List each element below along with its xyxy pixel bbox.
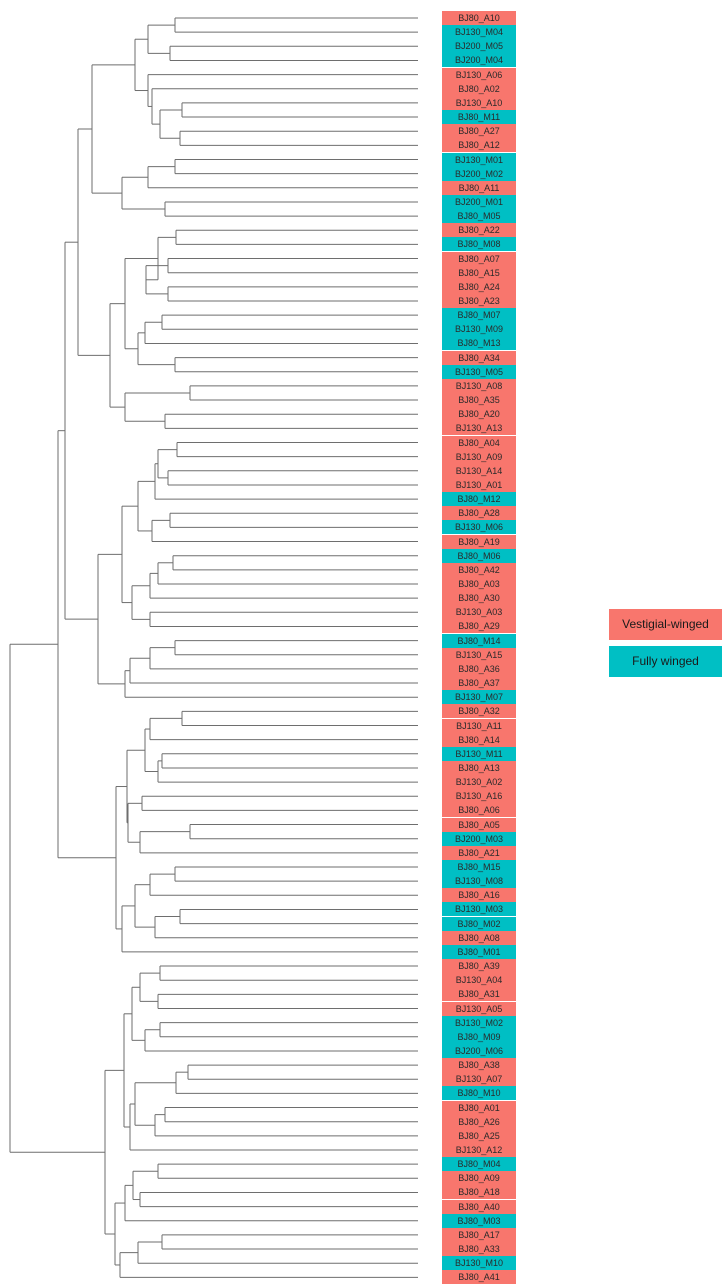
leaf-label: BJ80_A11 [442,180,516,195]
leaf-label: BJ130_A05 [442,1001,516,1016]
leaf-label: BJ200_M04 [442,53,516,68]
leaf-label: BJ80_A38 [442,1058,516,1073]
leaf-label: BJ80_A39 [442,959,516,974]
leaf-label: BJ200_M03 [442,831,516,846]
leaf-label: BJ130_A14 [442,463,516,478]
leaf-label: BJ80_A20 [442,407,516,422]
leaf-label: BJ130_M06 [442,520,516,535]
leaf-label: BJ130_A09 [442,449,516,464]
leaf-label: BJ130_A02 [442,775,516,790]
leaf-label: BJ80_A26 [442,1114,516,1129]
leaf-label: BJ80_A21 [442,845,516,860]
leaf-label: BJ80_M08 [442,237,516,252]
leaf-label: BJ80_A41 [442,1270,516,1284]
leaf-label: BJ130_A16 [442,789,516,804]
leaf-label: BJ80_A14 [442,732,516,747]
leaf-label: BJ200_M06 [442,1043,516,1058]
leaf-label: BJ80_A24 [442,279,516,294]
leaf-label: BJ80_M15 [442,860,516,874]
leaf-label: BJ130_M03 [442,902,516,917]
leaf-label: BJ130_A08 [442,378,516,393]
leaf-label: BJ80_A19 [442,534,516,549]
leaf-label: BJ80_A02 [442,81,516,96]
leaf-label: BJ130_M01 [442,152,516,167]
leaf-label: BJ130_A01 [442,477,516,492]
leaf-label: BJ80_A13 [442,760,516,775]
leaf-label: BJ80_M13 [442,336,516,351]
leaf-label: BJ80_A10 [442,11,516,25]
leaf-label: BJ80_A35 [442,393,516,408]
leaf-label: BJ80_A05 [442,817,516,832]
leaf-label: BJ80_M03 [442,1213,516,1228]
leaf-label: BJ80_A29 [442,619,516,634]
leaf-label: BJ80_A09 [442,1171,516,1186]
leaf-label: BJ130_M08 [442,874,516,889]
leaf-label: BJ80_M07 [442,308,516,323]
legend-item-fully-winged: Fully winged [609,646,722,677]
leaf-label: BJ80_M11 [442,110,516,125]
leaf-label: BJ80_M06 [442,548,516,563]
leaf-label: BJ130_M05 [442,364,516,379]
leaf-label: BJ80_A15 [442,265,516,280]
leaf-label: BJ80_A06 [442,803,516,818]
leaf-label: BJ130_M04 [442,25,516,40]
leaf-label: BJ80_A37 [442,676,516,691]
leaf-label: BJ130_A11 [442,718,516,733]
leaf-label: BJ80_A12 [442,138,516,153]
leaf-label: BJ80_A08 [442,930,516,945]
leaf-label: BJ80_M04 [442,1157,516,1172]
leaf-label: BJ130_M09 [442,322,516,337]
leaf-label: BJ130_M10 [442,1256,516,1271]
leaf-label: BJ200_M02 [442,166,516,181]
leaf-label: BJ130_A15 [442,647,516,662]
leaf-label: BJ80_A36 [442,661,516,676]
legend-item-vestigial-winged: Vestigial-winged [609,609,722,640]
leaf-label: BJ80_A28 [442,506,516,521]
leaf-label: BJ80_A32 [442,704,516,719]
leaf-label: BJ80_A04 [442,435,516,450]
leaf-label: BJ130_M02 [442,1015,516,1030]
leaf-label: BJ80_A22 [442,223,516,238]
leaf-label: BJ130_A03 [442,605,516,620]
leaf-label: BJ80_A18 [442,1185,516,1200]
leaf-label: BJ80_A33 [442,1242,516,1257]
leaf-label: BJ80_A40 [442,1199,516,1214]
leaf-label: BJ80_A23 [442,294,516,308]
leaf-label: BJ80_M14 [442,633,516,648]
leaf-label: BJ80_A34 [442,350,516,365]
leaf-label: BJ80_A30 [442,591,516,606]
leaf-label: BJ80_A31 [442,987,516,1002]
leaf-label: BJ80_A25 [442,1128,516,1143]
leaf-label: BJ130_A04 [442,973,516,988]
leaf-label: BJ130_A10 [442,95,516,110]
leaf-label: BJ80_M01 [442,944,516,959]
leaf-label: BJ80_M09 [442,1029,516,1044]
leaf-label: BJ80_A42 [442,562,516,577]
leaf-label: BJ80_M10 [442,1086,516,1101]
leaf-label: BJ80_M02 [442,916,516,931]
legend: Vestigial-winged Fully winged [609,609,722,683]
dendrogram [9,17,418,1278]
leaf-label: BJ130_A07 [442,1072,516,1087]
leaf-label: BJ130_M11 [442,746,516,761]
leaf-label: BJ80_A17 [442,1227,516,1242]
leaf-label: BJ130_A12 [442,1143,516,1157]
leaf-label: BJ200_M01 [442,194,516,209]
leaf-label: BJ130_A13 [442,421,516,436]
leaf-label: BJ80_A16 [442,888,516,903]
leaf-label: BJ80_M12 [442,492,516,507]
leaf-label: BJ130_A06 [442,67,516,82]
leaf-label: BJ80_A07 [442,251,516,266]
leaf-label: BJ200_M05 [442,39,516,54]
leaf-label: BJ80_A27 [442,124,516,139]
leaf-label: BJ80_A01 [442,1100,516,1115]
leaf-label: BJ130_M07 [442,690,516,705]
leaf-label: BJ80_A03 [442,577,516,591]
leaf-label: BJ80_M05 [442,209,516,224]
